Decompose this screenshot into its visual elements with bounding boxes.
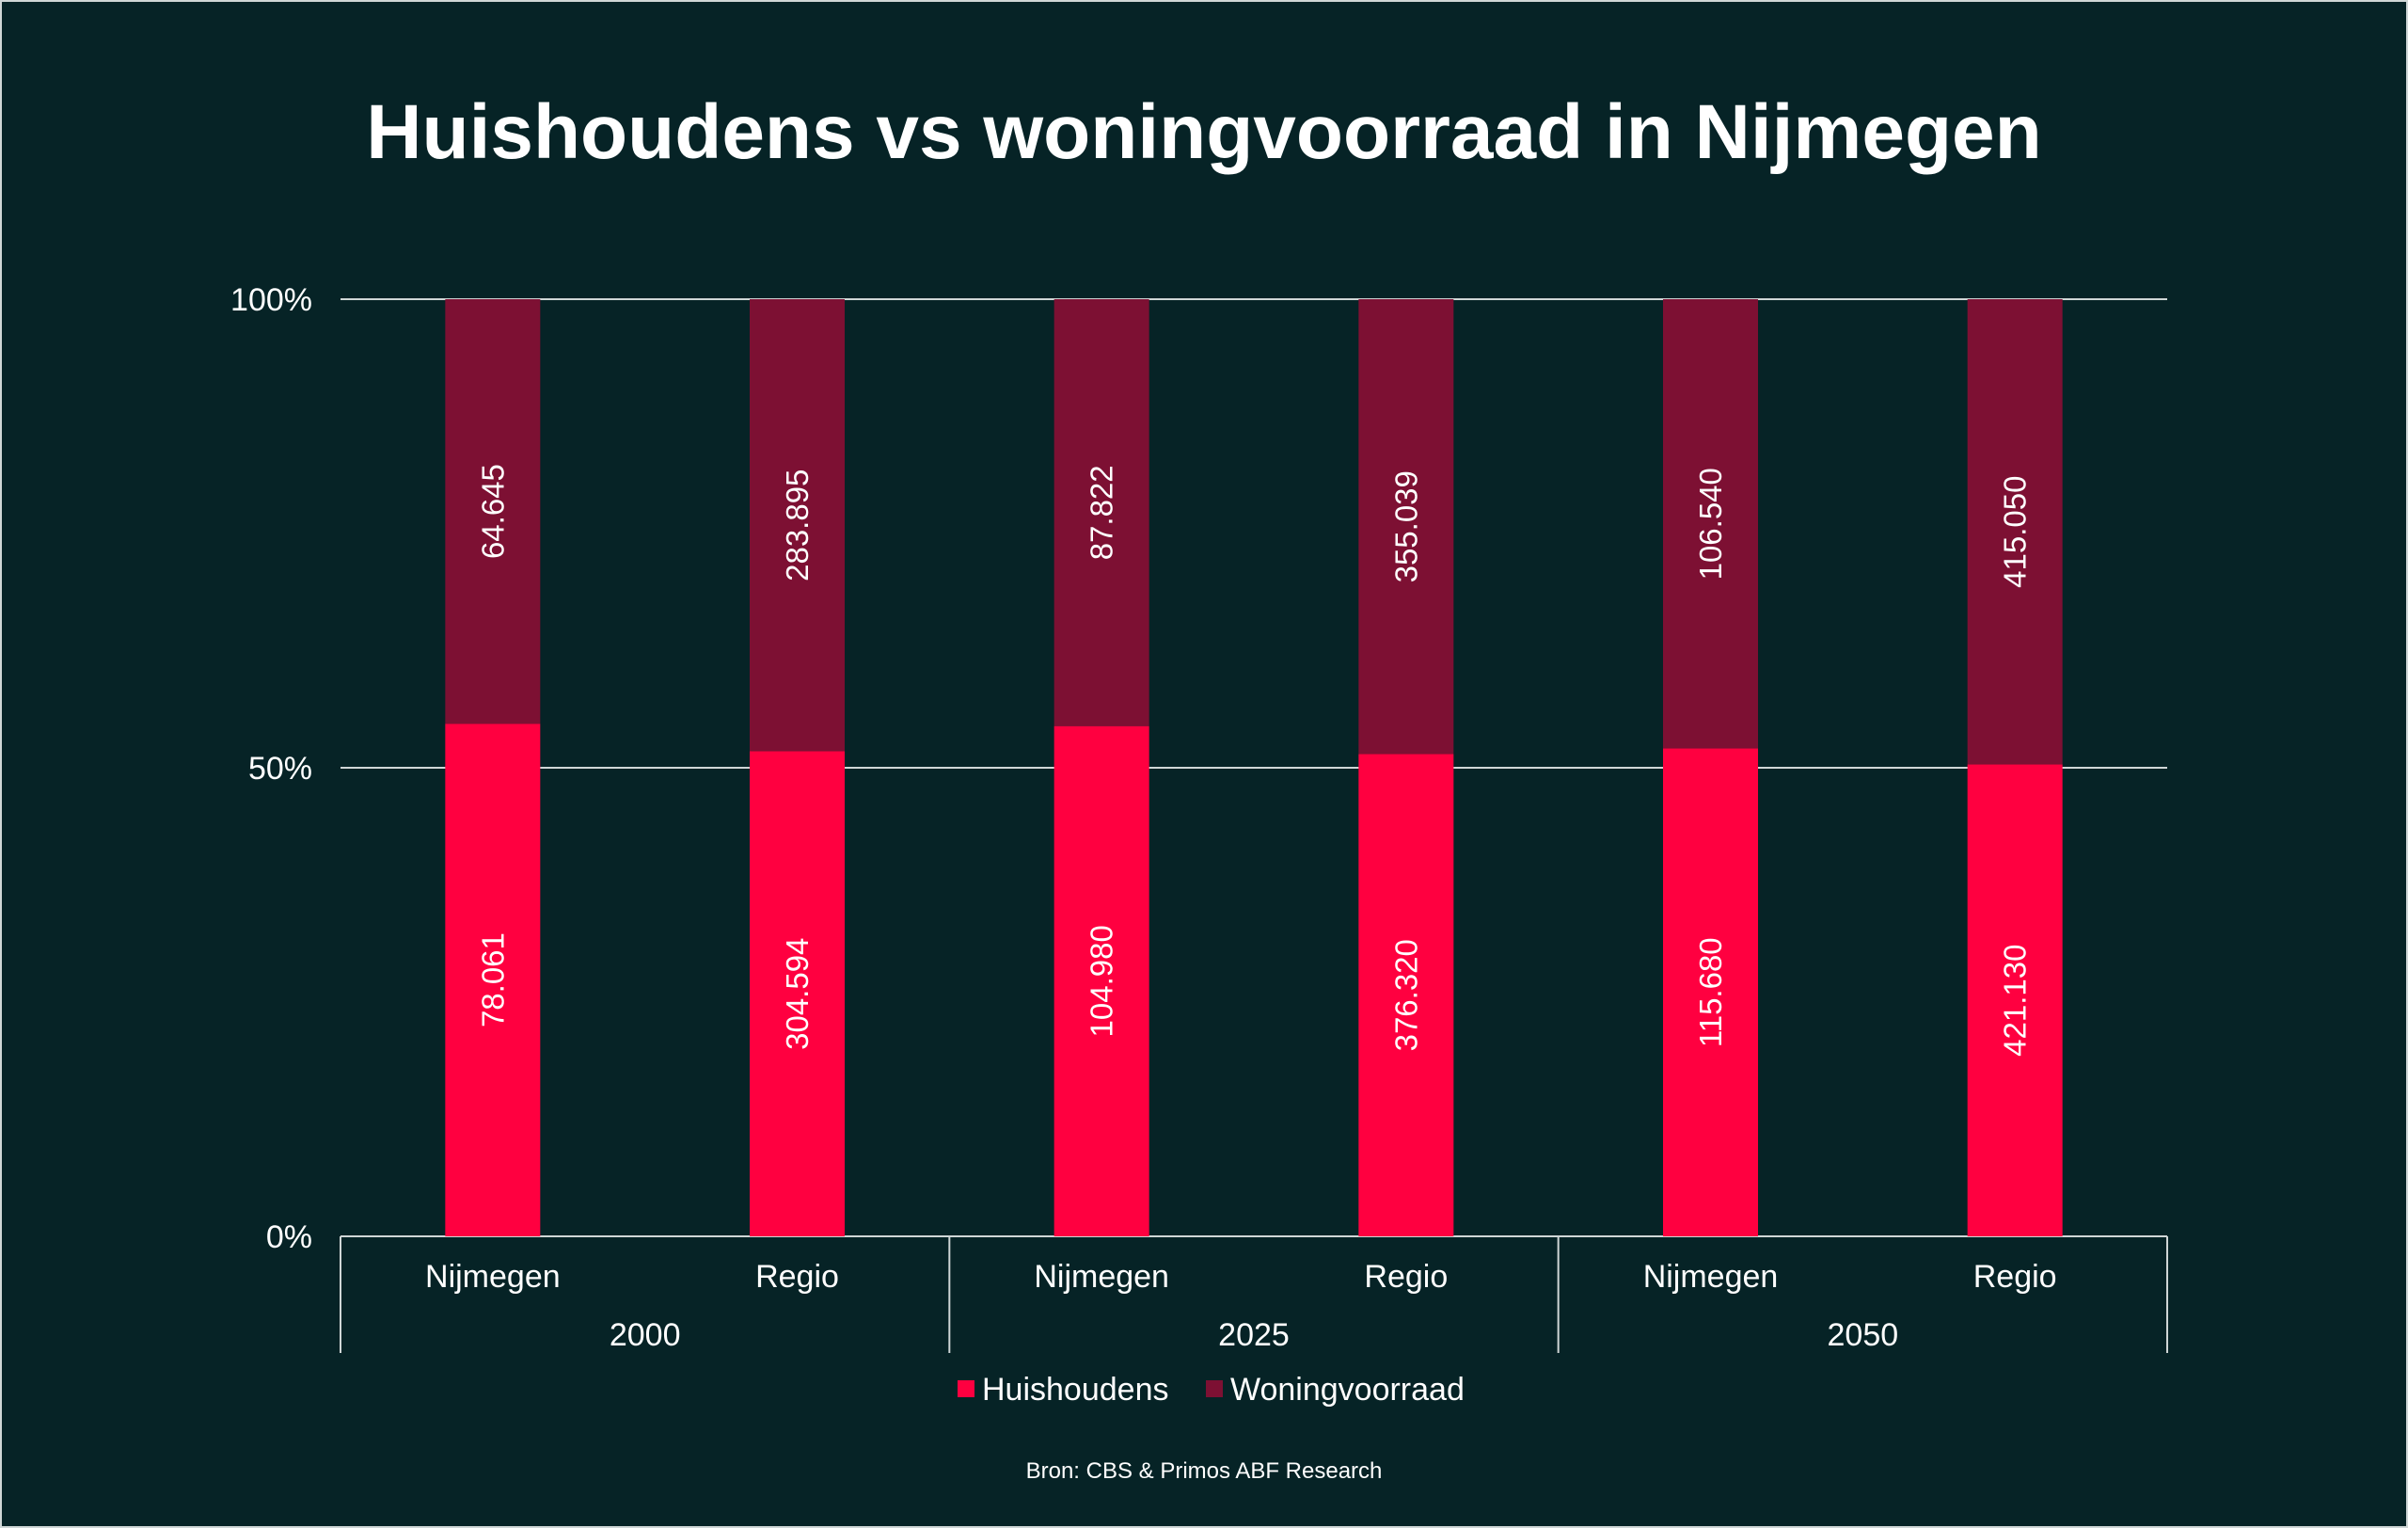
bar-huishoudens [750, 751, 845, 1236]
x-category-label: Regio [1973, 1259, 2057, 1295]
bar-woningvoorraad [1358, 299, 1454, 755]
legend-label: Huishoudens [982, 1372, 1168, 1408]
data-label-huishoudens: 421.130 [1998, 945, 2033, 1057]
bar-woningvoorraad [1054, 299, 1149, 726]
legend-swatch [958, 1380, 974, 1397]
bar-huishoudens [1054, 725, 1149, 1236]
bar-woningvoorraad [1967, 299, 2063, 765]
x-category-label: Nijmegen [1034, 1259, 1169, 1295]
data-label-huishoudens: 78.061 [475, 932, 510, 1027]
data-label-woningvoorraad: 87.822 [1085, 465, 1119, 560]
bar-woningvoorraad [445, 299, 541, 724]
x-category-label: Regio [1364, 1259, 1448, 1295]
data-label-woningvoorraad: 106.540 [1693, 468, 1728, 580]
bar-woningvoorraad [750, 299, 845, 752]
x-group-label: 2050 [1828, 1317, 1899, 1353]
data-label-huishoudens: 304.594 [780, 938, 815, 1050]
x-category-label: Regio [755, 1259, 839, 1295]
bar-woningvoorraad [1663, 299, 1758, 749]
x-category-label: Nijmegen [1643, 1259, 1779, 1295]
y-tick-label: 100% [230, 282, 312, 318]
x-category-label: Nijmegen [425, 1259, 561, 1295]
chart-title: Huishoudens vs woningvoorraad in Nijmege… [366, 89, 2042, 175]
x-group-label: 2025 [1218, 1317, 1290, 1353]
legend-label: Woningvoorraad [1230, 1372, 1465, 1408]
y-tick-label: 50% [248, 751, 312, 787]
bar-huishoudens [445, 724, 541, 1236]
bar-huishoudens [1358, 754, 1454, 1236]
bar-huishoudens [1663, 748, 1758, 1236]
data-label-woningvoorraad: 415.050 [1998, 476, 2033, 588]
data-label-huishoudens: 376.320 [1388, 939, 1423, 1051]
data-label-woningvoorraad: 64.645 [475, 464, 510, 559]
y-tick-label: 0% [266, 1219, 312, 1255]
data-label-woningvoorraad: 283.895 [780, 470, 815, 581]
data-label-huishoudens: 115.680 [1693, 937, 1728, 1047]
data-label-woningvoorraad: 355.039 [1388, 470, 1423, 582]
legend-swatch [1206, 1380, 1223, 1397]
source-note: Bron: CBS & Primos ABF Research [1025, 1458, 1383, 1484]
data-label-huishoudens: 104.980 [1085, 925, 1119, 1037]
bar-huishoudens [1967, 764, 2063, 1236]
x-group-label: 2000 [610, 1317, 681, 1353]
